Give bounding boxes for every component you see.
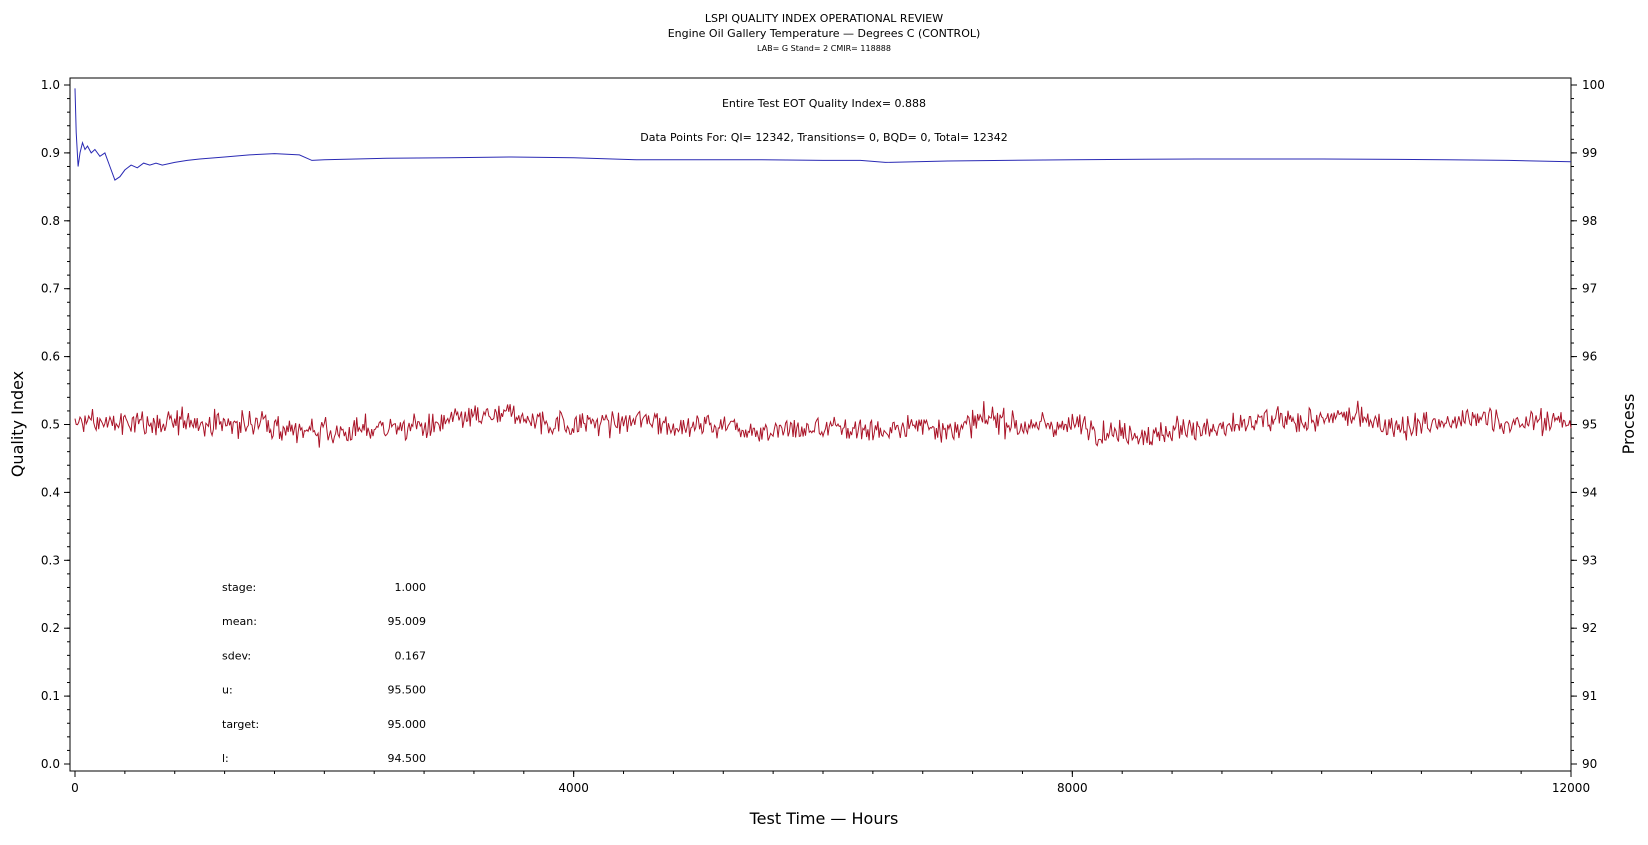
stat-value: 1.000 [395, 581, 427, 594]
y-axis-left: 0.0 0.1 0.2 0.3 0.4 0.5 0.6 0.7 0.8 0.9 1.0 [41, 78, 70, 771]
stats-table: stage: 1.000 mean: 95.009 sdev: 0.167 u: 95.500… [222, 581, 426, 765]
chart-title: LSPI QUALITY INDEX OPERATIONAL REVIEW [705, 12, 943, 25]
stat-label: l: [222, 752, 229, 765]
stat-label: stage: [222, 581, 256, 594]
chart-subtitle: Engine Oil Gallery Temperature — Degrees… [668, 27, 981, 40]
y2-tick-label: 99 [1582, 146, 1597, 160]
y-tick-label: 0.6 [41, 350, 60, 364]
y-tick-label: 1.0 [41, 78, 60, 92]
y2-tick-label: 95 [1582, 418, 1597, 432]
y-tick-label: 0.4 [41, 485, 60, 499]
stat-value: 95.500 [388, 684, 427, 697]
y-tick-label: 0.2 [41, 621, 60, 635]
y-tick-label: 0.3 [41, 553, 60, 567]
y-tick-label: 0.8 [41, 214, 60, 228]
y-axis-right: 90 91 92 93 94 95 96 97 98 99 100 [1571, 78, 1605, 771]
stat-label: u: [222, 684, 233, 697]
annotation-eot-quality-index: Entire Test EOT Quality Index= 0.888 [722, 97, 926, 110]
x-tick-label: 4000 [558, 781, 589, 795]
x-tick-label: 12000 [1552, 781, 1590, 795]
y2-tick-label: 92 [1582, 621, 1597, 635]
y2-tick-label: 98 [1582, 214, 1597, 228]
x-axis: 0 4000 8000 12000 [71, 771, 1590, 795]
x-tick-label: 8000 [1057, 781, 1088, 795]
stat-label: mean: [222, 615, 257, 628]
series-process-line [74, 400, 1572, 448]
chart-subsubtitle: LAB= G Stand= 2 CMIR= 118888 [757, 44, 891, 53]
y2-tick-label: 91 [1582, 689, 1597, 703]
y-tick-label: 0.0 [41, 757, 60, 771]
y-tick-label: 0.7 [41, 282, 60, 296]
y2-tick-label: 96 [1582, 350, 1597, 364]
series-quality-index-line [74, 88, 1572, 181]
y2-tick-label: 90 [1582, 757, 1597, 771]
y-tick-label: 0.1 [41, 689, 60, 703]
y2-tick-label: 100 [1582, 78, 1605, 92]
annotation-data-points: Data Points For: QI= 12342, Transitions=… [640, 131, 1008, 144]
y-tick-label: 0.5 [41, 418, 60, 432]
x-tick-label: 0 [71, 781, 79, 795]
x-axis-title: Test Time — Hours [749, 809, 899, 828]
stat-label: sdev: [222, 649, 251, 662]
y2-axis-title: Process [1619, 394, 1638, 455]
y2-tick-label: 97 [1582, 282, 1597, 296]
stat-value: 95.009 [388, 615, 427, 628]
y-tick-label: 0.9 [41, 146, 60, 160]
y-axis-title: Quality Index [8, 371, 27, 477]
stat-value: 0.167 [395, 649, 427, 662]
stat-label: target: [222, 718, 259, 731]
y2-tick-label: 94 [1582, 485, 1597, 499]
y2-tick-label: 93 [1582, 553, 1597, 567]
stat-value: 95.000 [388, 718, 427, 731]
stat-value: 94.500 [388, 752, 427, 765]
